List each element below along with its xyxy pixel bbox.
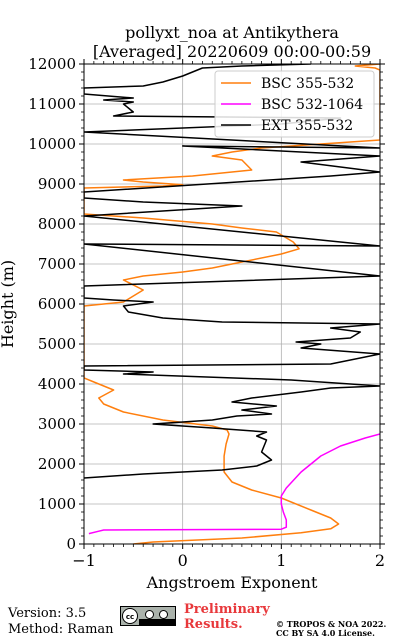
series-line-bsc-355-532 (84, 64, 380, 544)
method-text: Method: Raman (8, 622, 114, 637)
preliminary-line1: Preliminary (184, 602, 270, 617)
series-line-ext-355-532 (84, 64, 380, 479)
copyright-line1: © TROPOS & NOA 2022. (276, 619, 387, 629)
y-tick-label: 2000 (38, 455, 76, 473)
y-tick-label: 1000 (38, 495, 76, 513)
preliminary-notice: Preliminary Results. (184, 602, 270, 632)
by-attribution-icon (145, 610, 154, 619)
y-tick-label: 3000 (38, 415, 76, 433)
creative-commons-by-sa-icon: cc (120, 606, 176, 626)
y-tick-label: 8000 (38, 215, 76, 233)
legend-box (214, 70, 375, 138)
y-tick-label: 11000 (28, 95, 76, 113)
y-tick-label: 4000 (38, 375, 76, 393)
legend-label-bsc-355-532: BSC 355-532 (261, 76, 354, 92)
copyright-notice: © TROPOS & NOA 2022. CC BY SA 4.0 Licens… (276, 620, 386, 638)
axis-ticks: 0 1000 2000 3000 4000 5000 6000 7000 8000 9000 100… (28, 55, 385, 570)
y-tick-label: 7000 (38, 255, 76, 273)
version-text: Version: 3.5 (8, 606, 87, 621)
y-tick-label: 10000 (28, 135, 76, 153)
copyright-line2: CC BY SA 4.0 License. (276, 628, 375, 638)
y-axis-label: Height (m) (0, 260, 17, 348)
x-tick-label: 1 (276, 551, 286, 570)
series-layer (84, 64, 380, 544)
y-tick-label: 0 (66, 535, 76, 553)
x-tick-label: −1 (72, 551, 96, 570)
license-strip (139, 619, 175, 625)
x-axis-label: Angstroem Exponent (146, 573, 318, 592)
legend-label-bsc-532-1064: BSC 532-1064 (261, 97, 363, 113)
legend-label-ext-355-532: EXT 355-532 (261, 118, 353, 134)
sa-share-alike-icon (159, 610, 168, 619)
chart-title-line1: pollyxt_noa at Antikythera (125, 23, 339, 42)
x-tick-label: 2 (375, 551, 385, 570)
cc-logo-icon: cc (122, 608, 138, 624)
series-line-bsc-532-1064 (88, 433, 380, 535)
y-tick-label: 12000 (28, 55, 76, 73)
y-tick-label: 5000 (38, 335, 76, 353)
legend: BSC 355-532 BSC 532-1064 EXT 355-532 (214, 70, 375, 138)
y-tick-label: 6000 (38, 295, 76, 313)
preliminary-line2: Results. (184, 617, 243, 632)
x-tick-label: 0 (178, 551, 188, 570)
chart-title-line2: [Averaged] 20220609 00:00-00:59 (93, 42, 371, 61)
y-tick-label: 9000 (38, 175, 76, 193)
